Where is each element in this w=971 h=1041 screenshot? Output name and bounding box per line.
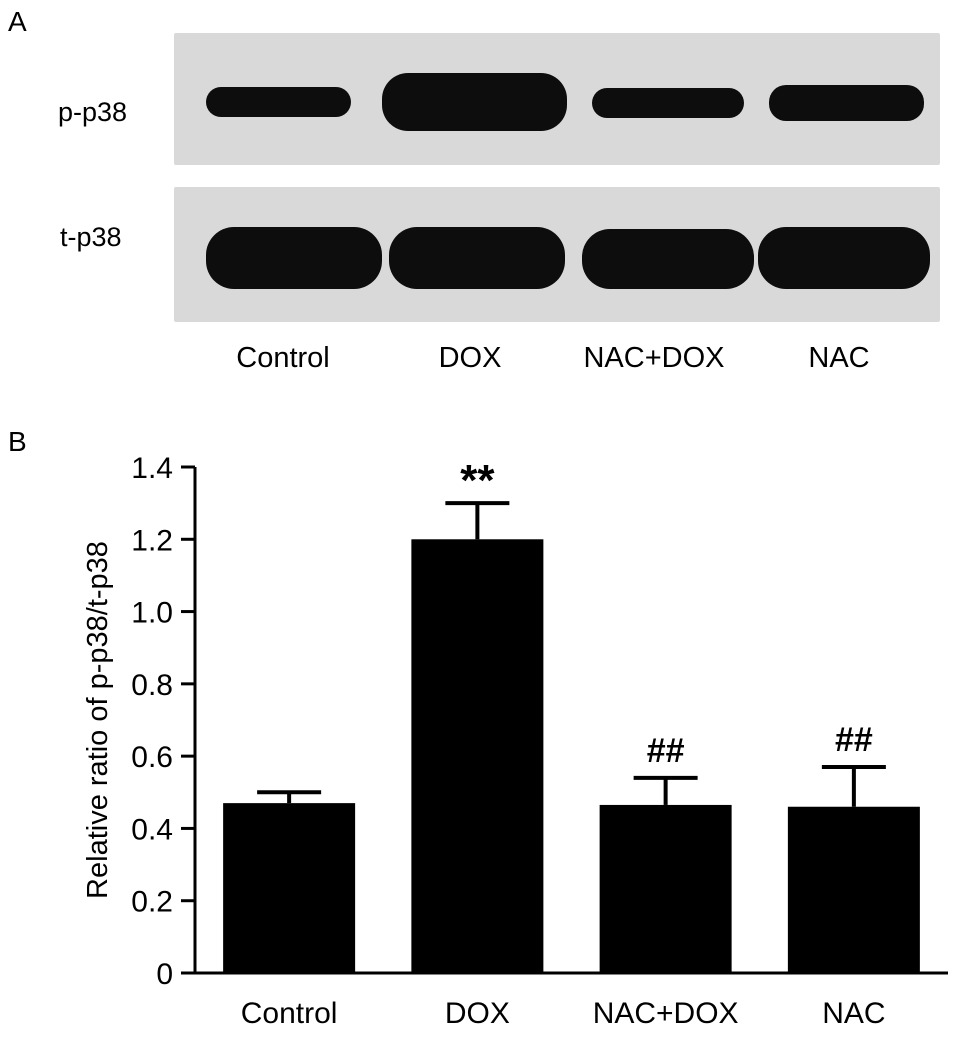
- bar: [411, 539, 544, 973]
- significance-annotation: **: [460, 456, 495, 505]
- p-p38-row-label: p-p38: [58, 97, 128, 127]
- p-p38-band-dox: [382, 73, 567, 131]
- t-p38-band-nac-dox: [582, 229, 754, 289]
- p-p38-band-control: [206, 87, 351, 117]
- lane-label-control: Control: [236, 342, 330, 374]
- t-p38-blot: [174, 187, 940, 322]
- p-p38-band-nac-dox: [592, 88, 744, 118]
- x-tick-label: Control: [241, 997, 338, 1030]
- y-tick-label: 1.0: [131, 597, 173, 630]
- significance-annotation: ##: [835, 721, 873, 759]
- significance-annotation: ##: [647, 732, 685, 770]
- x-tick-label: NAC+DOX: [593, 997, 739, 1030]
- y-tick-label: 1.4: [131, 452, 173, 485]
- x-tick-label: NAC: [822, 997, 885, 1030]
- t-p38-band-nac: [758, 227, 930, 289]
- y-tick-label: 0.4: [131, 813, 173, 846]
- p-p38-blot: [174, 33, 940, 165]
- lane-label-nac: NAC: [808, 342, 870, 374]
- y-tick-label: 1.2: [131, 524, 173, 557]
- bar: [599, 804, 732, 973]
- lane-label-dox: DOX: [438, 342, 502, 374]
- t-p38-band-control: [206, 227, 382, 289]
- bar: [223, 803, 356, 973]
- lane-label-nac-dox: NAC+DOX: [583, 342, 725, 374]
- y-axis-label: Relative ratio of p-p38/t-p38: [82, 541, 114, 899]
- y-tick-label: 0: [156, 958, 173, 991]
- y-tick-label: 0.2: [131, 886, 173, 919]
- y-tick-label: 0.8: [131, 669, 173, 702]
- bar: [787, 806, 920, 973]
- panel-a-letter: A: [8, 6, 27, 37]
- t-p38-row-label: t-p38: [60, 222, 122, 252]
- p-p38-band-nac: [769, 85, 924, 121]
- y-tick-label: 0.6: [131, 741, 173, 774]
- t-p38-band-dox: [389, 227, 565, 289]
- panel-b-letter: B: [8, 426, 27, 457]
- x-tick-label: DOX: [445, 997, 510, 1030]
